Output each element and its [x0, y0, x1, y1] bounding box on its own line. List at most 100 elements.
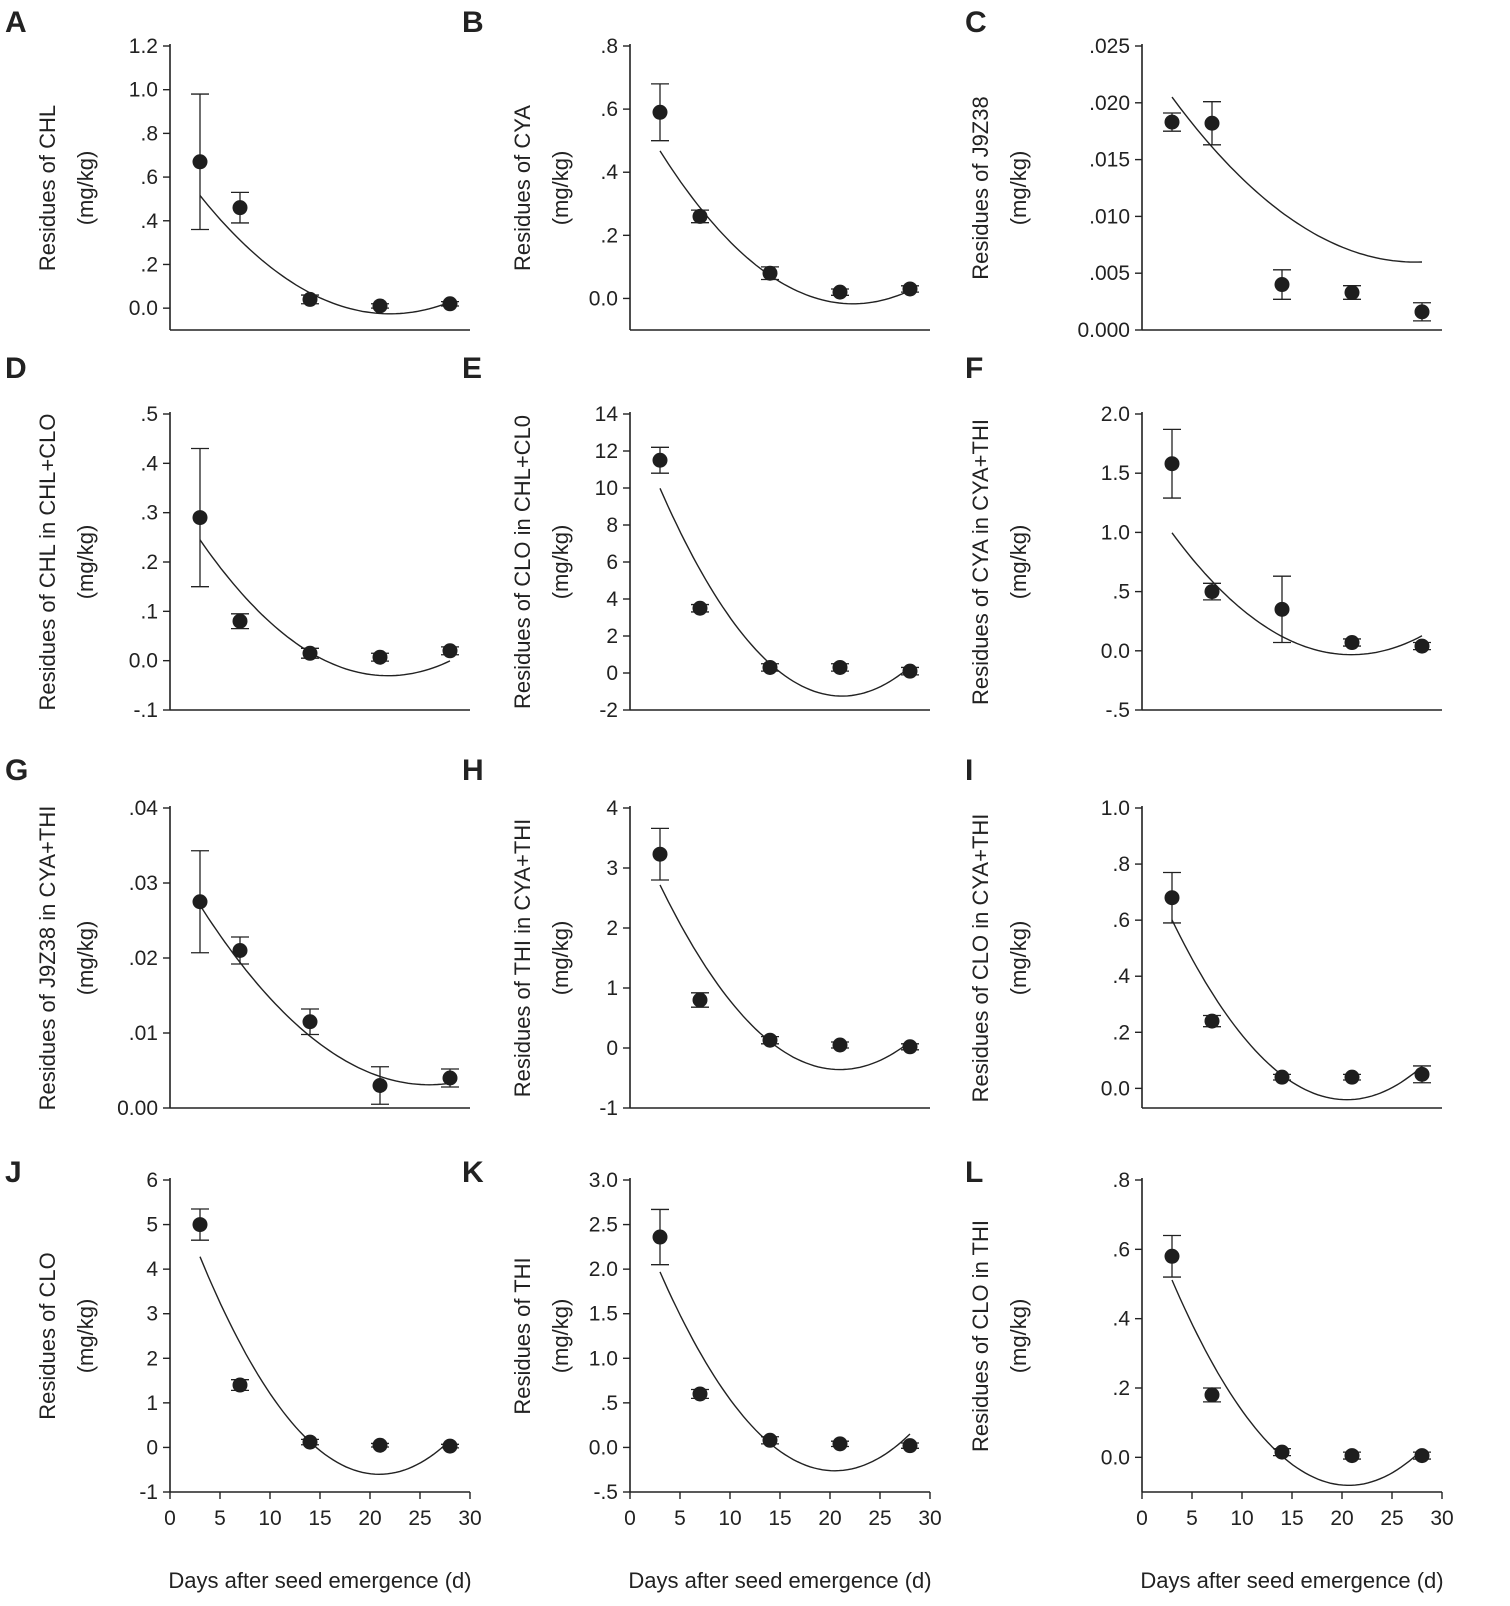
data-point [902, 1438, 918, 1454]
x-tick-label: 25 [408, 1507, 431, 1530]
fit-curve [659, 884, 911, 1071]
panel-h: H -1 0 1 2 3 4 Residues of THI in CYA+THI (mg/kg… [462, 754, 930, 1120]
y-tick-label: 8 [606, 514, 618, 537]
y-tick-label: 1.0 [1101, 521, 1130, 544]
data-point [652, 1229, 668, 1245]
y-tick-label: .015 [1089, 149, 1130, 172]
y-tick-label: -1 [599, 1097, 618, 1120]
y-tick-label: .4 [140, 210, 158, 233]
data-point [652, 846, 668, 862]
x-tick-label: 10 [1230, 1507, 1253, 1530]
x-tick-label: 30 [918, 1507, 941, 1530]
y-tick-label: 2.5 [589, 1214, 618, 1237]
x-tick-label: 15 [308, 1507, 331, 1530]
panel-letter: E [462, 352, 482, 385]
y-tick-label: .5 [140, 403, 158, 426]
x-axis-label: Days after seed emergence (d) [168, 1568, 471, 1593]
data-point [302, 291, 318, 307]
fit-curve [1171, 96, 1423, 263]
y-axis-unit-label: (mg/kg) [1006, 525, 1031, 600]
y-tick-label: .8 [1112, 853, 1130, 876]
y-tick-label: 3 [606, 857, 618, 880]
data-point [192, 894, 208, 910]
y-axis-unit-label: (mg/kg) [73, 921, 98, 996]
data-point [232, 613, 248, 629]
y-axis-unit-label: (mg/kg) [73, 525, 98, 600]
y-axis-label: Residues of CLO in CYA+THI [968, 814, 993, 1103]
data-point [1344, 285, 1360, 301]
data-point [1274, 601, 1290, 617]
data-point [762, 659, 778, 675]
y-tick-label: .3 [140, 502, 158, 525]
y-tick-label: 0 [606, 1037, 618, 1060]
data-point [652, 104, 668, 120]
x-tick-label: 10 [718, 1507, 741, 1530]
x-tick-label: 20 [818, 1507, 841, 1530]
data-point [762, 1032, 778, 1048]
x-tick-label: 0 [624, 1507, 636, 1530]
y-tick-label: 1.5 [1101, 462, 1130, 485]
y-tick-label: .2 [140, 253, 158, 276]
y-tick-label: .5 [600, 1392, 618, 1415]
data-point [1164, 456, 1180, 472]
data-point [762, 265, 778, 281]
data-point [762, 1432, 778, 1448]
data-point [192, 1217, 208, 1233]
data-point [1204, 1387, 1220, 1403]
panel-i: I 0.0 .2 .4 .6 .8 1.0 Residues of CLO in CYA+TH… [965, 754, 1442, 1109]
y-tick-label: 0.0 [1101, 640, 1130, 663]
data-point [372, 298, 388, 314]
data-point [1414, 1066, 1430, 1082]
fit-curve [199, 904, 451, 1086]
y-tick-label: .2 [1112, 1377, 1130, 1400]
y-tick-label: 1.0 [129, 79, 158, 102]
data-point [1344, 1069, 1360, 1085]
y-axis-label: Residues of J9Z38 in CYA+THI [35, 806, 60, 1111]
x-tick-label: 15 [768, 1507, 791, 1530]
y-tick-label: 12 [595, 440, 618, 463]
y-tick-label: 5 [146, 1214, 158, 1237]
y-tick-label: 6 [606, 551, 618, 574]
y-axis-label: Residues of CLO in THI [968, 1220, 993, 1452]
y-tick-label: -.5 [593, 1481, 618, 1504]
y-tick-label: .2 [600, 224, 618, 247]
y-axis-label: Residues of CHL [35, 105, 60, 271]
data-point [1204, 1013, 1220, 1029]
y-tick-label: 0.0 [129, 297, 158, 320]
panel-j: J -1 0 1 2 3 4 5 6 0 5 10 15 20 25 30 Days after seed em… [5, 1156, 482, 1593]
y-tick-label: .8 [600, 35, 618, 58]
panel-b: B 0.0 .2 .4 .6 .8 Residues of CYA (mg/kg) [462, 6, 930, 331]
y-tick-label: -.5 [1105, 699, 1130, 722]
y-tick-label: -1 [139, 1481, 158, 1504]
y-tick-label: 0.0 [1101, 1446, 1130, 1469]
y-axis-unit-label: (mg/kg) [73, 1299, 98, 1374]
panel-f: F -.5 0.0 .5 1.0 1.5 2.0 Residues of CYA in CYA… [965, 352, 1442, 722]
y-tick-label: .005 [1089, 262, 1130, 285]
data-point [192, 154, 208, 170]
y-axis-unit-label: (mg/kg) [548, 1299, 573, 1374]
data-point [1274, 1069, 1290, 1085]
panel-letter: C [965, 6, 987, 39]
x-tick-label: 5 [674, 1507, 686, 1530]
y-tick-label: 1.0 [589, 1347, 618, 1370]
x-axis-label: Days after seed emergence (d) [628, 1568, 931, 1593]
data-point [902, 281, 918, 297]
y-axis-unit-label: (mg/kg) [548, 921, 573, 996]
y-tick-label: 1 [146, 1392, 158, 1415]
data-point [1164, 114, 1180, 130]
panel-letter: L [965, 1156, 983, 1189]
panel-l: L 0.0 .2 .4 .6 .8 0 5 10 15 20 25 30 Days after seed … [965, 1156, 1454, 1593]
x-tick-label: 30 [1430, 1507, 1453, 1530]
data-point [1344, 635, 1360, 651]
y-tick-label: 0.00 [117, 1097, 158, 1120]
y-tick-label: .8 [1112, 1169, 1130, 1192]
data-point [232, 943, 248, 958]
data-point [832, 1436, 848, 1452]
fit-curve [659, 1271, 911, 1472]
y-tick-label: 4 [606, 588, 618, 611]
y-tick-label: .025 [1089, 35, 1130, 58]
y-tick-label: .04 [129, 797, 159, 820]
y-tick-label: 0.0 [589, 1436, 618, 1459]
y-tick-label: .6 [1112, 909, 1130, 932]
y-axis-unit-label: (mg/kg) [1006, 151, 1031, 226]
